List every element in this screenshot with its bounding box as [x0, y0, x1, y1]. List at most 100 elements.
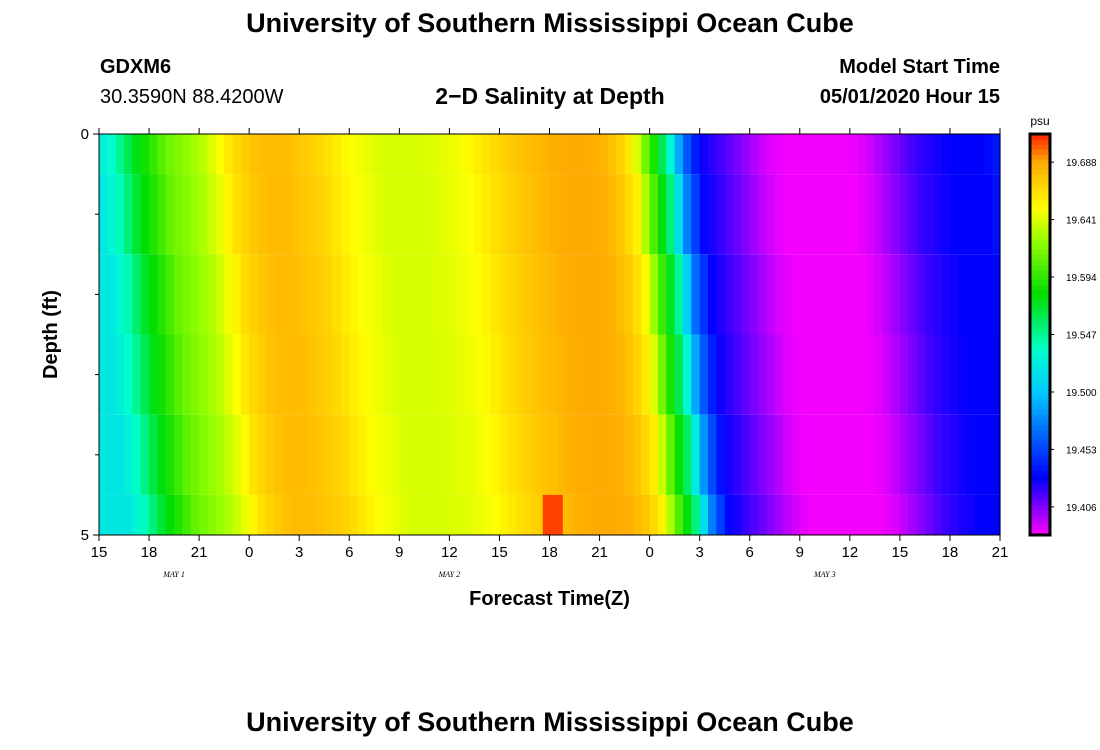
heatmap-cell: [149, 414, 158, 495]
x-axis-label: Forecast Time(Z): [469, 588, 630, 610]
colorbar-segment: [1030, 359, 1050, 366]
heatmap-cell: [983, 334, 993, 415]
heatmap-cell: [733, 254, 742, 335]
heatmap-cell: [566, 134, 576, 175]
heatmap-cell: [624, 334, 634, 415]
heatmap-cell: [591, 334, 601, 415]
heatmap-max-cell: [542, 494, 563, 535]
heatmap-cell: [491, 334, 501, 415]
heatmap-cell: [140, 414, 150, 495]
heatmap-cell: [249, 334, 259, 415]
heatmap-cell: [124, 254, 133, 335]
colorbar-segment: [1030, 339, 1050, 346]
heatmap-cell: [741, 134, 751, 175]
heatmap-cell: [849, 134, 859, 175]
heatmap-cell: [365, 494, 375, 535]
colorbar-segment: [1030, 434, 1050, 441]
colorbar-segment: [1030, 459, 1050, 466]
heatmap-cell: [666, 134, 676, 175]
heatmap-cell: [766, 254, 776, 335]
heatmap-cell: [766, 134, 776, 175]
heatmap-cell: [874, 494, 884, 535]
heatmap-cell: [349, 174, 359, 255]
heatmap-cell: [774, 174, 784, 255]
heatmap-cell: [257, 174, 267, 255]
heatmap-cell: [708, 174, 717, 255]
heatmap-cell: [524, 254, 534, 335]
heatmap-cell: [541, 134, 551, 175]
heatmap-cell: [657, 134, 667, 175]
heatmap-cell: [991, 174, 1001, 255]
colorbar-segment: [1030, 254, 1050, 260]
heatmap-cell: [799, 134, 809, 175]
heatmap-cell: [599, 254, 609, 335]
heatmap-cell: [482, 174, 492, 255]
heatmap-cell: [824, 254, 834, 335]
heatmap-cell: [207, 414, 217, 495]
colorbar-segment: [1030, 234, 1050, 240]
heatmap-cell: [165, 254, 175, 335]
heatmap-cell: [399, 414, 409, 495]
heatmap-cell: [816, 174, 826, 255]
heatmap-cell: [616, 134, 626, 175]
colorbar-segment: [1030, 414, 1050, 421]
heatmap-cell: [758, 414, 767, 495]
heatmap-cell: [774, 494, 784, 535]
heatmap-cell: [491, 414, 501, 495]
heatmap-cell: [349, 334, 359, 415]
heatmap-cell: [165, 174, 175, 255]
station-id: GDXM6: [100, 56, 172, 78]
heatmap-cell: [991, 134, 1001, 175]
heatmap-cell: [290, 174, 300, 255]
heatmap-cell: [441, 254, 450, 335]
colorbar-segment: [1030, 154, 1050, 160]
heatmap-cell: [482, 414, 492, 495]
colorbar-segment: [1030, 204, 1050, 210]
heatmap-cell: [616, 334, 626, 415]
heatmap-cell: [315, 334, 325, 415]
heatmap-cell: [908, 174, 918, 255]
heatmap-cell: [949, 174, 959, 255]
heatmap-cell: [274, 334, 284, 415]
heatmap-cell: [474, 174, 484, 255]
heatmap-cell: [791, 254, 801, 335]
heatmap-cell: [941, 414, 951, 495]
heatmap-cell: [474, 414, 484, 495]
heatmap-cell: [115, 254, 125, 335]
heatmap-cell: [374, 334, 384, 415]
heatmap-cell: [390, 414, 400, 495]
heatmap-cell: [249, 174, 259, 255]
heatmap-cell: [416, 254, 425, 335]
heatmap-cell: [632, 414, 642, 495]
x-tick-label: 9: [395, 544, 403, 561]
heatmap-cell: [432, 414, 442, 495]
heatmap-cell: [758, 494, 767, 535]
heatmap-cell: [365, 134, 375, 175]
heatmap-cell: [916, 494, 926, 535]
heatmap-cell: [674, 494, 684, 535]
colorbar-tick-label: 19.688: [1066, 158, 1097, 169]
heatmap-cell: [582, 174, 592, 255]
heatmap-cell: [724, 414, 734, 495]
heatmap-cell: [332, 334, 342, 415]
heatmap-cell: [274, 414, 284, 495]
heatmap-cell: [858, 134, 868, 175]
heatmap-cell: [441, 174, 450, 255]
colorbar-segment: [1030, 314, 1050, 321]
heatmap-cell: [866, 174, 876, 255]
heatmap-cell: [908, 334, 918, 415]
heatmap-cell: [549, 254, 559, 335]
heatmap-cell: [324, 414, 334, 495]
heatmap-cell: [582, 334, 592, 415]
heatmap-cell: [182, 254, 192, 335]
heatmap-cell: [466, 494, 476, 535]
heatmap-cell: [883, 254, 893, 335]
heatmap-cell: [149, 254, 158, 335]
heatmap-cell: [457, 254, 467, 335]
heatmap-cell: [574, 414, 584, 495]
heatmap-cell: [607, 174, 617, 255]
colorbar-segment: [1030, 404, 1050, 411]
heatmap-cell: [858, 414, 868, 495]
heatmap-cell: [849, 334, 859, 415]
heatmap-cell: [215, 414, 225, 495]
